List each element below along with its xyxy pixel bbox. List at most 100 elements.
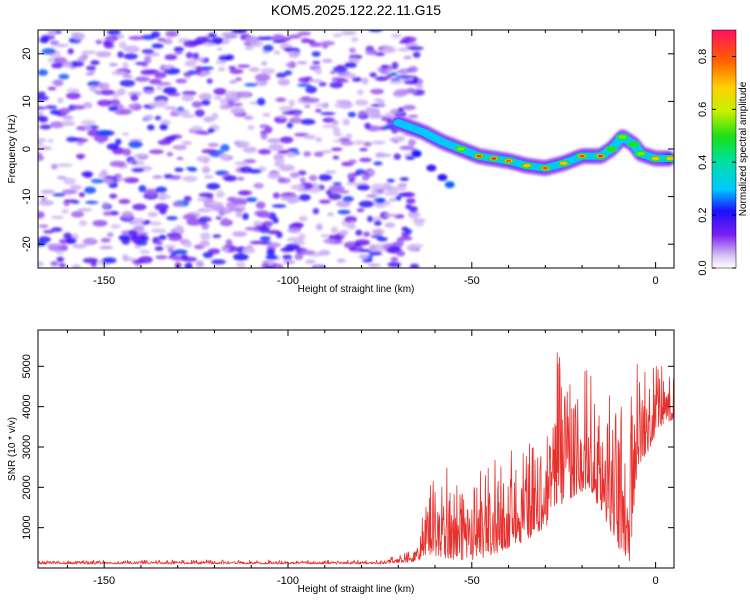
noise-cell [202,42,216,47]
noise-cell [104,175,118,180]
noise-cell [315,103,329,108]
noise-cell [63,177,76,185]
noise-cell [344,62,357,68]
noise-cell [275,72,287,78]
noise-cell [300,118,316,125]
noise-cell [252,220,263,226]
noise-cell [384,190,400,196]
noise-cell [61,189,78,195]
noise-cell [204,201,217,206]
noise-cell [267,260,274,267]
noise-cell [330,147,343,152]
snr-ytick-label: 2000 [21,475,33,499]
noise-cell [131,168,145,173]
noise-cell [57,97,64,104]
noise-cell [103,178,115,185]
noise-cell [71,104,85,110]
noise-cell [278,164,295,172]
noise-cell [229,68,244,75]
noise-cell [332,155,340,160]
noise-cell [92,219,108,227]
noise-cell [167,246,174,253]
noise-cell [77,153,84,160]
noise-cell [198,93,212,101]
noise-cell [345,181,358,186]
noise-cell [340,140,355,146]
noise-cell [123,53,138,60]
noise-cell [61,120,76,126]
noise-cell [407,114,419,119]
noise-cell [282,254,293,260]
noise-cell [134,76,150,83]
snr-series-line [38,352,674,565]
noise-cell [356,184,371,191]
noise-cell [260,132,268,140]
noise-cell [399,177,409,182]
noise-cell [39,124,52,130]
noise-cell [225,239,233,247]
noise-cell [220,144,230,152]
noise-cell [291,222,304,228]
noise-cell [345,133,353,139]
noise-cell [122,132,130,137]
noise-cell [348,47,357,54]
spectrogram-ytick-label: 20 [21,48,33,60]
noise-cell [66,88,80,93]
noise-cell [207,142,219,148]
noise-cell [375,203,387,208]
noise-cell [256,97,266,106]
noise-cell [367,263,381,267]
noise-cell [235,210,243,218]
noise-cell [244,45,254,51]
noise-cell [368,251,383,256]
snr-axes: -150 -100 -50 0 1000 2000 3000 4000 5000 [21,330,674,587]
noise-cell [296,61,308,65]
noise-cell [162,87,177,95]
noise-cell [286,122,293,129]
noise-cell [375,197,386,204]
noise-cell [118,234,131,241]
noise-cell [101,257,117,264]
noise-cell [53,57,67,64]
noise-cell [358,110,367,117]
noise-cell [184,262,193,268]
noise-cell [107,30,121,36]
noise-cell [401,89,417,94]
noise-cell [57,175,67,180]
noise-cell [332,33,342,38]
noise-cell [173,249,188,255]
noise-cell [85,71,95,76]
noise-cell [158,196,167,201]
noise-cell [164,244,177,249]
noise-cell [138,255,153,264]
noise-cell [265,254,278,261]
noise-cell [150,221,162,226]
noise-cell [333,132,343,137]
noise-cell [122,61,129,70]
noise-cell [323,238,336,244]
noise-cell [38,200,54,206]
noise-cell [260,67,276,75]
noise-cell [38,91,46,97]
noise-cell [315,223,323,231]
noise-cell [163,174,174,179]
noise-cell [182,214,197,221]
noise-cell [48,30,57,37]
noise-cell [359,157,372,163]
noise-cell [401,192,416,198]
noise-cell [354,101,369,106]
noise-cell [159,123,168,131]
colorbar: 0.0 0.2 0.4 0.6 0.8 Normalized spectral ampl… [697,29,749,276]
noise-cell [225,201,238,209]
noise-cell [195,65,202,74]
noise-cell [194,36,209,45]
spectrogram-ytick-label: 10 [21,95,33,107]
noise-cell [407,46,424,51]
noise-cell [402,104,416,111]
noise-cell [262,44,274,52]
noise-cell [311,51,321,57]
noise-cell [87,129,101,137]
noise-cell [71,264,82,268]
noise-cell [247,125,255,130]
noise-cell [109,62,118,67]
